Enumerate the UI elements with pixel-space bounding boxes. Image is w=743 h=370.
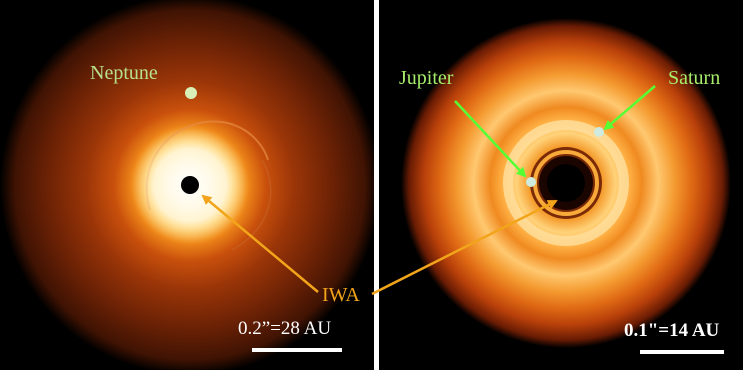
left-disk-panel xyxy=(0,0,374,370)
right-coronagraph-mask xyxy=(547,164,585,202)
left-disk-image xyxy=(0,0,374,370)
right-disk-panel xyxy=(379,0,743,370)
right-scale-label: 0.1"=14 AU xyxy=(624,320,720,341)
iwa-arrow-right xyxy=(371,199,558,296)
right-disk-image xyxy=(379,0,743,370)
saturn-arrow xyxy=(603,85,656,131)
saturn-label: Saturn xyxy=(668,67,721,89)
left-coronagraph-mask xyxy=(181,176,199,194)
left-disk-spiral-arm-outer xyxy=(231,159,272,251)
jupiter-label: Jupiter xyxy=(399,67,454,89)
iwa-label: IWA xyxy=(322,284,360,306)
neptune-dot xyxy=(185,87,197,99)
jupiter-arrow xyxy=(454,100,527,178)
panel-divider xyxy=(374,0,379,370)
left-scale-label: 0.2”=28 AU xyxy=(238,318,332,339)
saturn-dot xyxy=(594,127,604,137)
right-ring-bright xyxy=(503,120,629,246)
neptune-label: Neptune xyxy=(90,62,158,84)
jupiter-dot xyxy=(526,177,536,187)
iwa-arrow-left xyxy=(201,194,319,293)
